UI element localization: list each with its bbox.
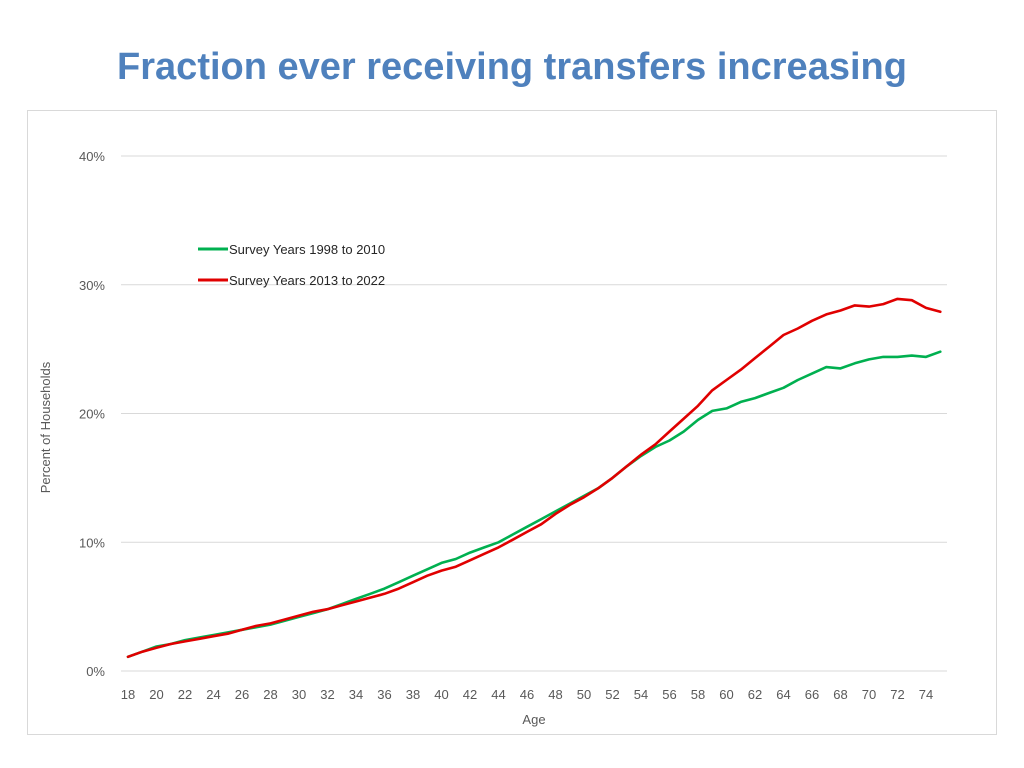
y-axis-title: Percent of Households [38, 361, 53, 493]
x-tick-label: 40 [434, 687, 448, 702]
x-tick-label: 32 [320, 687, 334, 702]
chart-frame: 0% 10% 20% 30% 40% 18 20 22 24 26 28 30 32 34 36 38 40 4… [27, 110, 997, 735]
y-axis-ticks: 0% 10% 20% 30% 40% [79, 149, 105, 679]
x-tick-label: 26 [235, 687, 249, 702]
x-tick-label: 64 [776, 687, 790, 702]
series-lines [126, 297, 942, 659]
x-tick-label: 18 [121, 687, 135, 702]
line-chart: 0% 10% 20% 30% 40% 18 20 22 24 26 28 30 32 34 36 38 40 4… [38, 149, 947, 727]
x-tick-label: 34 [349, 687, 363, 702]
x-tick-label: 58 [691, 687, 705, 702]
legend-label-series-2: Survey Years 2013 to 2022 [229, 273, 385, 288]
x-tick-label: 56 [662, 687, 676, 702]
series-line-1 [126, 350, 942, 659]
x-tick-label: 28 [263, 687, 277, 702]
x-tick-label: 42 [463, 687, 477, 702]
x-tick-label: 68 [833, 687, 847, 702]
series-line-2 [126, 297, 942, 659]
x-tick-label: 52 [605, 687, 619, 702]
y-tick-label: 10% [79, 535, 105, 550]
y-tick-label: 20% [79, 407, 105, 422]
x-tick-label: 50 [577, 687, 591, 702]
x-tick-label: 36 [377, 687, 391, 702]
x-tick-label: 74 [919, 687, 933, 702]
y-tick-label: 40% [79, 149, 105, 164]
x-tick-label: 70 [862, 687, 876, 702]
gridlines [121, 155, 947, 672]
x-tick-label: 62 [748, 687, 762, 702]
x-tick-label: 30 [292, 687, 306, 702]
x-tick-label: 22 [178, 687, 192, 702]
y-tick-label: 30% [79, 278, 105, 293]
x-tick-label: 44 [491, 687, 505, 702]
legend: Survey Years 1998 to 2010 Survey Years 2… [198, 242, 385, 288]
x-axis-ticks: 18 20 22 24 26 28 30 32 34 36 38 40 42 44 46 48 50 52 54 56… [121, 687, 933, 702]
x-axis-title: Age [522, 712, 545, 727]
x-tick-label: 72 [890, 687, 904, 702]
x-tick-label: 20 [149, 687, 163, 702]
x-tick-label: 60 [719, 687, 733, 702]
x-tick-label: 54 [634, 687, 648, 702]
x-tick-label: 66 [805, 687, 819, 702]
x-tick-label: 46 [520, 687, 534, 702]
slide-title: Fraction ever receiving transfers increa… [117, 46, 907, 88]
x-tick-label: 38 [406, 687, 420, 702]
legend-label-series-1: Survey Years 1998 to 2010 [229, 242, 385, 257]
x-tick-label: 48 [548, 687, 562, 702]
y-tick-label: 0% [86, 664, 105, 679]
x-tick-label: 24 [206, 687, 220, 702]
